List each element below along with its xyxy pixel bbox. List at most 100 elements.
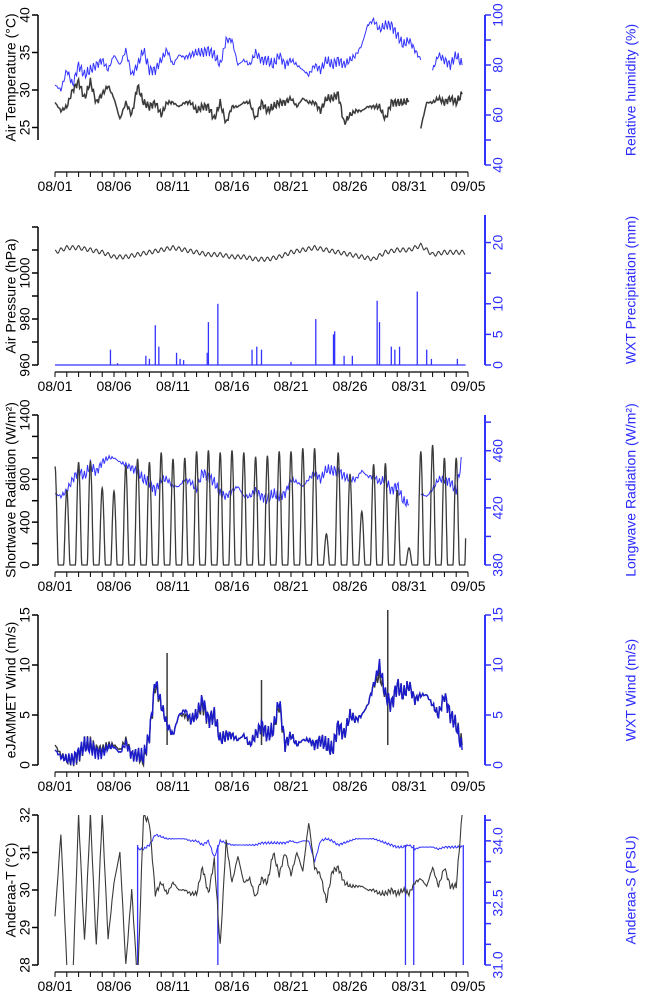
x-tick-label: 08/31 xyxy=(391,178,426,194)
y-tick-label: 0 xyxy=(17,561,33,569)
salinity-line xyxy=(137,833,463,863)
right-y-axis-panel-5: 31.0 32.5 34.0 Anderaa-S (PSU) xyxy=(484,815,639,979)
x-axis-panel-5: 08/01 08/06 08/11 08/16 08/21 08/26 08/31 09/05 xyxy=(37,971,486,994)
x-axis-panel-1: 08/01 08/06 08/11 08/16 08/21 08/26 08/31 09/05 xyxy=(37,171,486,194)
x-tick-label: 08/21 xyxy=(273,778,308,794)
x-tick-label: 08/31 xyxy=(391,778,426,794)
y-tick-label: 0 xyxy=(490,761,506,769)
x-tick-label: 08/31 xyxy=(391,378,426,394)
y-tick-label: 460 xyxy=(490,439,506,463)
x-tick-label: 08/31 xyxy=(391,578,426,594)
axis-title: WXT Precipitation (mm) xyxy=(623,216,639,364)
y-tick-label: 960 xyxy=(17,353,33,377)
x-tick-label: 08/06 xyxy=(96,378,131,394)
x-tick-label: 08/16 xyxy=(214,578,249,594)
humidity-line xyxy=(54,16,463,92)
y-tick-label: 100 xyxy=(490,3,506,27)
x-tick-label: 09/05 xyxy=(450,378,485,394)
y-tick-label: 1000 xyxy=(17,257,33,288)
x-tick-label: 08/06 xyxy=(96,178,131,194)
x-tick-label: 08/31 xyxy=(391,978,426,994)
x-tick-label: 08/01 xyxy=(37,378,72,394)
y-tick-label: 20 xyxy=(490,235,506,251)
axis-title: Anderaa-S (PSU) xyxy=(623,836,639,945)
x-tick-label: 08/26 xyxy=(332,378,367,394)
wxt-wind-line xyxy=(54,658,463,766)
y-tick-label: 10 xyxy=(17,657,33,673)
axis-title: WXT Wind (m/s) xyxy=(623,639,639,741)
x-tick-label: 09/05 xyxy=(450,578,485,594)
panel-5-plot xyxy=(54,815,464,965)
x-axis-panel-4: 08/01 08/06 08/11 08/16 08/21 08/26 08/31 09/05 xyxy=(37,771,486,794)
y-tick-label: 31 xyxy=(17,845,33,861)
x-axis-panel-2: 08/01 08/06 08/11 08/16 08/21 08/26 08/31 09/05 xyxy=(37,371,486,394)
x-tick-label: 08/26 xyxy=(332,178,367,194)
x-tick-label: 08/16 xyxy=(214,178,249,194)
x-tick-label: 08/11 xyxy=(156,378,190,394)
right-y-axis-panel-3: 380 420 460 Longwave Radiation (W/m²) xyxy=(484,403,639,577)
x-tick-label: 08/16 xyxy=(214,378,249,394)
x-tick-label: 08/01 xyxy=(37,178,72,194)
right-y-axis-panel-2: 0 5 10 20 WXT Precipitation (mm) xyxy=(484,215,639,369)
y-tick-label: 80 xyxy=(490,57,506,73)
shortwave-radiation-line xyxy=(54,444,467,566)
y-tick-label: 15 xyxy=(490,607,506,623)
x-tick-label: 08/26 xyxy=(332,778,367,794)
x-tick-label: 08/01 xyxy=(37,978,72,994)
x-tick-label: 08/21 xyxy=(273,178,308,194)
y-tick-label: 5 xyxy=(490,330,506,338)
x-tick-label: 08/01 xyxy=(37,778,72,794)
y-tick-label: 1400 xyxy=(17,399,33,430)
y-tick-label: 5 xyxy=(17,711,33,719)
x-tick-label: 08/11 xyxy=(156,178,190,194)
y-tick-label: 800 xyxy=(17,467,33,491)
x-tick-label: 08/16 xyxy=(214,978,249,994)
axis-title: Air Temperature (°C) xyxy=(3,13,19,141)
x-tick-label: 08/01 xyxy=(37,578,72,594)
x-tick-label: 09/05 xyxy=(450,778,485,794)
x-tick-label: 08/11 xyxy=(156,578,190,594)
y-tick-label: 30 xyxy=(17,882,33,898)
anderaa-temperature-line xyxy=(54,815,463,965)
axis-title: Air Pressure (hPa) xyxy=(3,238,19,353)
x-tick-label: 09/05 xyxy=(450,178,485,194)
x-tick-label: 08/26 xyxy=(332,578,367,594)
axis-title: Relative humidity (%) xyxy=(623,24,639,156)
y-tick-label: 5 xyxy=(490,711,506,719)
right-y-axis-panel-4: 0 5 10 15 WXT Wind (m/s) xyxy=(484,607,639,769)
x-tick-label: 08/26 xyxy=(332,978,367,994)
y-tick-label: 15 xyxy=(17,607,33,623)
y-tick-label: 28 xyxy=(17,957,33,973)
y-tick-label: 420 xyxy=(490,496,506,520)
y-tick-label: 60 xyxy=(490,107,506,123)
y-tick-label: 30 xyxy=(17,82,33,98)
axis-title: Anderaa-T (°C) xyxy=(3,843,19,938)
y-tick-label: 40 xyxy=(17,7,33,23)
x-tick-label: 08/06 xyxy=(96,578,131,594)
y-tick-label: 35 xyxy=(17,45,33,61)
axis-title: eJAMMET Wind (m/s) xyxy=(3,622,19,759)
y-tick-label: 40 xyxy=(490,157,506,173)
y-tick-label: 34.0 xyxy=(490,827,506,854)
x-tick-label: 08/21 xyxy=(273,978,308,994)
y-tick-label: 32 xyxy=(17,807,33,823)
air-pressure-line xyxy=(54,242,466,262)
x-tick-label: 08/06 xyxy=(96,778,131,794)
right-y-axis-panel-1: 40 60 80 100 Relative humidity (%) xyxy=(484,3,639,173)
x-tick-label: 08/21 xyxy=(273,578,308,594)
left-y-axis-panel-5: 28 29 30 31 32 Anderaa-T (°C) xyxy=(3,807,39,973)
y-tick-label: 10 xyxy=(490,296,506,312)
y-tick-label: 31.0 xyxy=(490,951,506,978)
y-tick-label: 0 xyxy=(17,761,33,769)
y-tick-label: 10 xyxy=(490,657,506,673)
x-tick-label: 08/16 xyxy=(214,778,249,794)
x-tick-label: 08/06 xyxy=(96,978,131,994)
y-tick-label: 380 xyxy=(490,553,506,577)
axis-title: Longwave Radiation (W/m²) xyxy=(623,403,639,577)
y-tick-label: 980 xyxy=(17,307,33,331)
y-tick-label: 29 xyxy=(17,920,33,936)
